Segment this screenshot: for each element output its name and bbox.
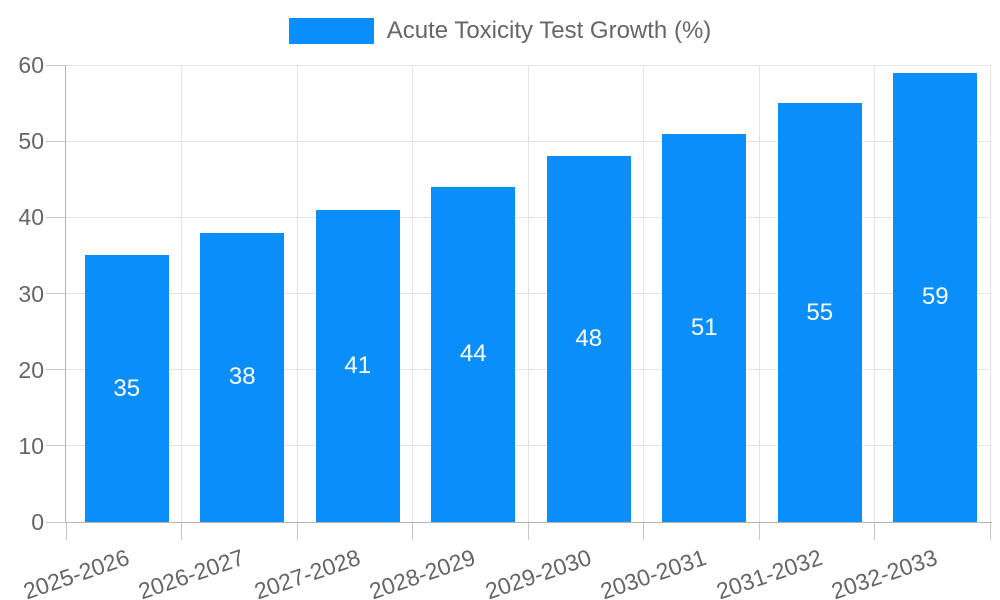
y-axis-tick [46,293,66,294]
gridline-vertical [412,65,413,522]
bar-2031-2032[interactable]: 55 [777,103,862,522]
y-axis-tick [46,369,66,371]
bar-value-label: 55 [806,298,834,326]
gridline-vertical [296,65,298,522]
y-axis-label: 40 [18,204,44,231]
bar-2030-2031[interactable]: 51 [662,133,747,522]
y-axis-tick [46,445,66,447]
bar-value-label: 38 [228,363,256,391]
bar-value-label: 41 [344,351,372,379]
y-axis-label: 50 [18,128,44,155]
bar-2025-2026[interactable]: 35 [84,255,169,522]
bar-value-label: 35 [113,374,141,402]
y-axis-tick [46,521,66,523]
gridline-vertical [181,65,182,522]
x-axis-tick [412,522,413,540]
x-axis-tick [643,522,644,540]
x-axis-tick [296,522,298,540]
bar-2029-2030[interactable]: 48 [546,156,631,522]
legend-item[interactable]: Acute Toxicity Test Growth (%) [0,16,1000,46]
x-axis-tick [874,522,875,540]
gridline-vertical [758,65,760,522]
x-axis-tick [65,522,67,540]
y-axis-label: 20 [18,356,44,383]
bar-value-label: 48 [575,325,603,353]
y-axis-tick [46,140,66,142]
gridline-vertical [527,65,529,522]
bar-value-label: 51 [690,313,718,341]
legend-label: Acute Toxicity Test Growth (%) [386,17,712,44]
gridline-vertical [989,65,991,522]
legend-swatch [288,18,374,44]
bar-2027-2028[interactable]: 41 [315,209,400,522]
y-axis-tick [46,64,66,66]
bar-value-label: 44 [459,340,487,368]
y-axis-tick [46,216,66,218]
y-axis-line [65,65,66,522]
x-axis-tick [181,522,182,540]
y-axis-label: 60 [18,52,44,78]
x-axis-tick [758,522,760,540]
bar-2032-2033[interactable]: 59 [893,72,978,522]
bar-value-label: 59 [921,283,949,311]
y-axis-label: 0 [31,509,44,535]
bar-2026-2027[interactable]: 38 [200,232,285,522]
x-axis-tick [527,522,529,540]
bar-2028-2029[interactable]: 44 [431,186,516,522]
y-axis-label: 30 [18,280,44,307]
x-axis-tick [989,522,991,540]
gridline-vertical [874,65,875,522]
gridline-vertical [643,65,644,522]
y-axis-label: 10 [18,432,44,459]
x-axis-line [66,522,992,523]
